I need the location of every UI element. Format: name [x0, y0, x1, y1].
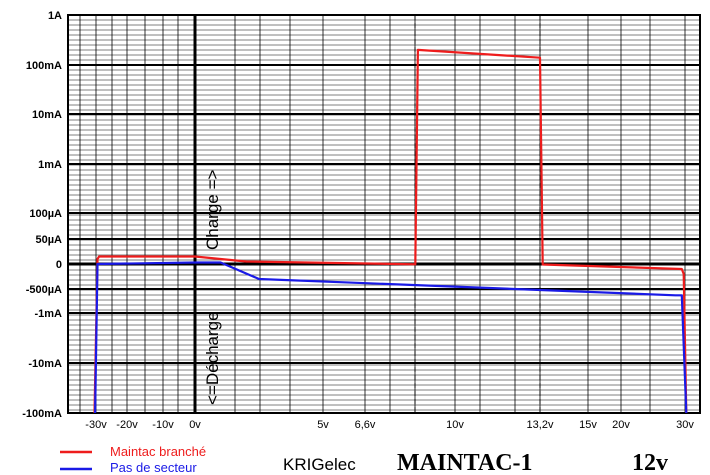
legend: Maintac branché Pas de secteur [60, 444, 206, 475]
legend-label-secteur: Pas de secteur [110, 460, 197, 475]
y-tick-label: -1mA [34, 308, 62, 320]
y-tick-label: 1mA [38, 159, 62, 171]
x-tick-label: -10v [152, 419, 174, 431]
x-tick-label: 15v [579, 419, 597, 431]
y-tick-label: 100mA [26, 60, 62, 72]
x-tick-label: 13,2v [527, 419, 554, 431]
y-tick-label: 50µA [35, 234, 62, 246]
y-tick-label: -500µA [26, 284, 62, 296]
x-tick-label: 20v [612, 419, 630, 431]
brand-name: KRIGelec [283, 455, 356, 474]
x-tick-label: -30v [85, 419, 107, 431]
y-tick-label: 100µA [29, 208, 62, 220]
charge-region-label: Charge => [203, 170, 222, 250]
y-tick-label: 0 [56, 259, 62, 271]
x-axis-labels: -30v -20v -10v 0v 5v 6,6v 10v 13,2v 15v 20v 30v [85, 419, 694, 431]
series-line-maintac [93, 48, 688, 414]
y-tick-label: 1A [48, 10, 62, 22]
x-tick-label: 6,6v [355, 419, 376, 431]
y-axis-labels: 1A 100mA 10mA 1mA 100µA 50µA 0 -500µA -1mA -10mA -… [22, 10, 62, 420]
model-name: MAINTAC-1 [397, 450, 533, 475]
series-line-secteur [94, 261, 688, 414]
chart-series [93, 48, 688, 414]
x-tick-label: -20v [116, 419, 138, 431]
decharge-region-label: <=Décharge [203, 311, 222, 405]
plot-frame [67, 14, 701, 414]
y-tick-label: -100mA [22, 408, 62, 420]
legend-label-maintac: Maintac branché [110, 444, 206, 459]
chart-grid [68, 14, 700, 414]
voltage-label: 12v [632, 450, 668, 475]
x-tick-label: 30v [676, 419, 694, 431]
y-tick-label: -10mA [28, 358, 62, 370]
x-tick-label: 0v [189, 419, 201, 431]
x-tick-label: 5v [317, 419, 329, 431]
x-tick-label: 10v [446, 419, 464, 431]
y-tick-label: 10mA [32, 109, 62, 121]
